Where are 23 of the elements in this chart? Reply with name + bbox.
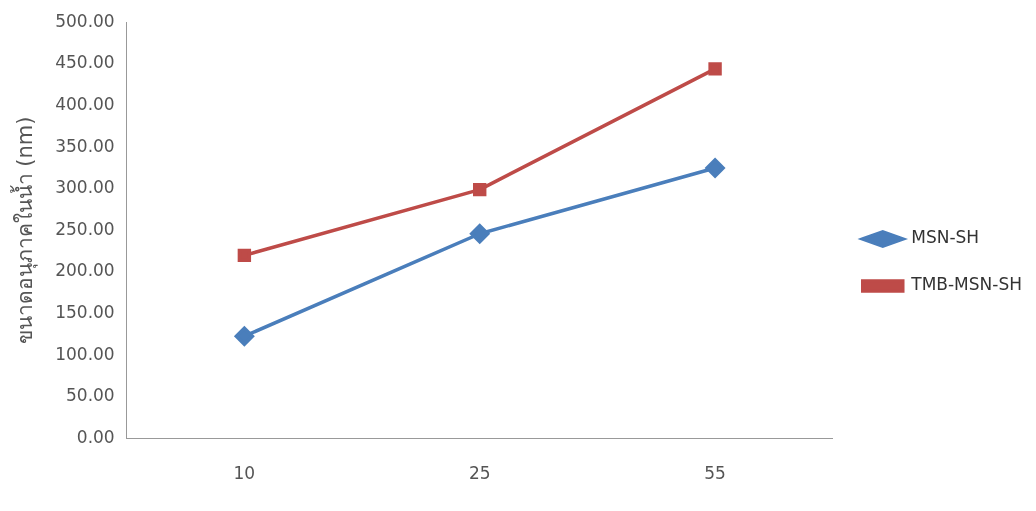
y-tick-label: 350.00 — [55, 135, 115, 156]
y-tick-label: 300.00 — [55, 177, 115, 198]
legend-label: TMB-MSN-SH — [910, 274, 1022, 295]
y-tick-label: 450.00 — [55, 52, 115, 73]
y-axis-title: ขนาดอนุภาคในน้ำ (nm) — [10, 116, 39, 345]
legend-label: MSN-SH — [911, 227, 980, 248]
y-tick-label: 200.00 — [55, 260, 115, 281]
point — [473, 182, 487, 197]
y-tick-label: 50.00 — [66, 385, 115, 406]
point — [708, 62, 722, 76]
x-tick-label: 55 — [704, 463, 726, 484]
x-tick-label: 25 — [468, 463, 491, 484]
point — [237, 248, 252, 263]
point — [469, 223, 490, 244]
y-tick-label: 0.00 — [76, 427, 115, 448]
y-tick-label: 250.00 — [55, 218, 115, 239]
y-tick-label: 400.00 — [55, 93, 115, 114]
point — [234, 326, 255, 346]
y-tick-label: 150.00 — [55, 302, 115, 323]
y-tick-label: 500.00 — [55, 10, 115, 31]
y-tick-label: 100.00 — [55, 343, 115, 364]
x-tick-label: 10 — [233, 463, 256, 484]
point — [705, 158, 725, 178]
